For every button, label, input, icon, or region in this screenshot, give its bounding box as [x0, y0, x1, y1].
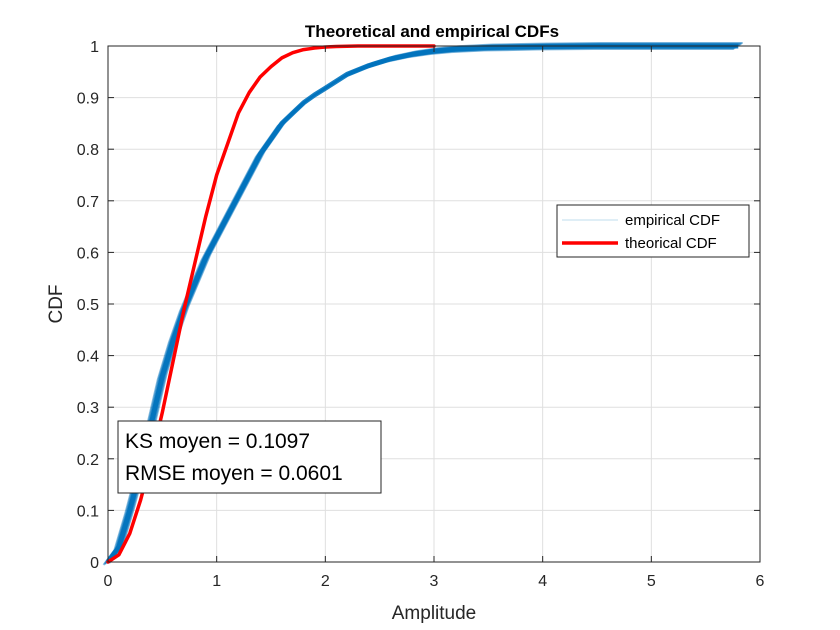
x-tick-label: 3: [430, 573, 439, 590]
y-tick-label: 1: [90, 39, 99, 56]
empirical-cdf-core: [105, 43, 739, 564]
ks-moyen-text: KS moyen = 0.1097: [125, 430, 310, 453]
y-tick-label: 0.4: [77, 349, 99, 366]
rmse-moyen-text: RMSE moyen = 0.0601: [125, 462, 343, 485]
stats-annotation-box: [117, 420, 382, 494]
x-axis-label: Amplitude: [392, 603, 477, 624]
y-tick-label: 0.1: [77, 503, 99, 520]
grid-lines: [108, 46, 760, 562]
x-tick-label: 4: [538, 573, 547, 590]
y-axis-label: CDF: [46, 284, 67, 323]
y-tick-label: 0: [90, 555, 99, 572]
y-tick-label: 0.7: [77, 194, 99, 211]
legend-box: [556, 204, 750, 258]
y-tick-label: 0.5: [77, 297, 99, 314]
y-tick-label: 0.6: [77, 245, 99, 262]
legend-label-empirical: empirical CDF: [625, 212, 720, 229]
x-tick-label: 1: [212, 573, 221, 590]
x-tick-label: 2: [321, 573, 330, 590]
stats-annotation: KS moyen = 0.1097 RMSE moyen = 0.0601: [117, 420, 382, 494]
legend: empirical CDF theorical CDF: [556, 204, 750, 258]
plot-area: 0 1 2 3 4 5 6 0 0.1 0.2 0.3 0.4 0.5 0.6 0.7 0.8 0.9 1: [77, 39, 765, 590]
x-tick-label: 6: [756, 573, 765, 590]
chart-title: Theoretical and empirical CDFs: [305, 22, 559, 41]
x-tick-label: 5: [647, 573, 656, 590]
y-tick-label: 0.9: [77, 91, 99, 108]
y-tick-label: 0.8: [77, 142, 99, 159]
x-tick-label: 0: [104, 573, 113, 590]
axis-ticks: 0 1 2 3 4 5 6 0 0.1 0.2 0.3 0.4 0.5 0.6 0.7 0.8 0.9 1: [77, 39, 765, 590]
y-tick-label: 0.2: [77, 452, 99, 469]
legend-label-theoretical: theorical CDF: [625, 235, 717, 252]
y-tick-label: 0.3: [77, 400, 99, 417]
